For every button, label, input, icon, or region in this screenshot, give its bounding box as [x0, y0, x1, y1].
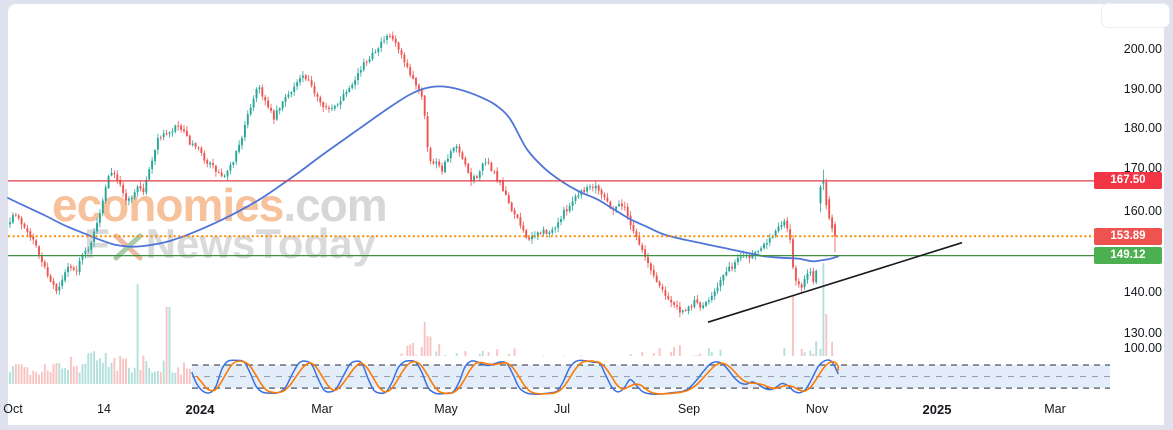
watermark-tagline-rest: NewsToday — [145, 220, 376, 267]
time-axis-label: Nov — [805, 402, 829, 416]
scrollbar-thumb[interactable] — [1101, 3, 1170, 28]
time-axis-label: May — [434, 402, 458, 416]
time-axis-label: Sep — [677, 402, 701, 416]
price-axis-label: 180.00 — [1123, 121, 1162, 135]
stochastic-pane — [191, 356, 1110, 397]
time-axis-label: 2024 — [185, 402, 215, 417]
price-axis-label: 130.00 — [1123, 325, 1162, 340]
time-axis-label: Mar — [311, 402, 333, 416]
time-axis-label: 14 — [97, 402, 111, 416]
last-price-level-badge: 153.89 — [1094, 227, 1162, 245]
time-axis-label: 2025 — [922, 402, 952, 417]
watermark-brand: economies.com — [52, 179, 388, 231]
price-axis-label: 200.00 — [1123, 41, 1162, 56]
watermark-brand-domain: .com — [283, 179, 387, 231]
price-axis-label: 190.00 — [1123, 81, 1162, 96]
price-axis-label: 170.00 — [1123, 161, 1162, 175]
time-axis-label: Jul — [554, 402, 570, 416]
price-axis-label: 140.00 — [1123, 285, 1162, 299]
price-axis-label: 100.00 — [1123, 341, 1162, 355]
watermark-brand-name: economies — [52, 179, 284, 231]
support-level-badge: 149.12 — [1094, 247, 1162, 265]
time-axis-label: Oct — [3, 402, 23, 416]
candle-series — [9, 31, 836, 318]
price-axis-label: 160.00 — [1123, 203, 1162, 218]
trendline[interactable] — [707, 241, 963, 323]
moving-average-line — [7, 85, 839, 263]
chart-panel — [8, 4, 1164, 426]
resistance-level-badge: 167.50 — [1094, 172, 1162, 190]
stochastic-k-line — [191, 359, 839, 396]
stochastic-d-line — [196, 360, 840, 395]
time-axis-label: Mar — [1044, 402, 1066, 416]
